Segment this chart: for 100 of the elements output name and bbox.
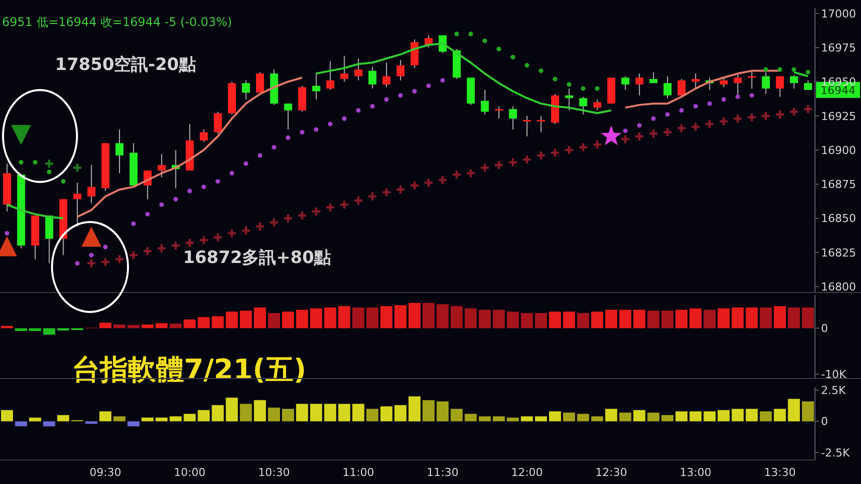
bar: [338, 404, 350, 422]
point: [718, 116, 729, 126]
point: [749, 93, 754, 98]
candlestick: [214, 111, 222, 134]
y-tick-label: 17000: [821, 7, 856, 20]
point: [187, 188, 192, 194]
point: [282, 213, 294, 224]
point: [46, 170, 52, 174]
point: [679, 108, 684, 113]
candlestick: [242, 80, 250, 100]
point: [300, 130, 304, 135]
bar: [43, 421, 56, 426]
annotation: 17850空訊-20點: [55, 55, 196, 75]
candlestick: [354, 58, 362, 81]
point: [142, 246, 153, 256]
point: [760, 110, 771, 121]
bar: [198, 410, 210, 422]
x-tick-label: 10:00: [174, 466, 206, 479]
bar: [690, 308, 702, 328]
x-tick-label: 10:30: [258, 466, 290, 479]
bar: [57, 415, 70, 422]
point: [216, 179, 220, 184]
y-tick-label: 2.5K: [821, 384, 846, 398]
point: [538, 68, 544, 74]
bar: [464, 308, 477, 328]
bar: [296, 404, 308, 422]
candlestick: [312, 73, 320, 100]
bar: [113, 324, 126, 328]
point: [114, 254, 125, 264]
bar: [254, 307, 266, 328]
point: [226, 228, 237, 238]
bar: [732, 307, 744, 328]
bar: [338, 306, 350, 328]
point: [268, 217, 280, 228]
x-tick-label: 12:00: [511, 466, 543, 479]
bar: [113, 416, 126, 422]
candlestick: [410, 38, 419, 69]
bar: [184, 319, 196, 328]
bar: [1, 410, 13, 422]
point: [381, 187, 392, 198]
y-tick-label: 0: [821, 415, 828, 428]
candlestick: [579, 96, 588, 115]
candlestick: [776, 76, 784, 98]
candlestick: [340, 55, 348, 82]
bar: [802, 401, 814, 422]
y-tick-label: 16875: [821, 178, 856, 192]
bar: [99, 322, 112, 328]
candlestick: [87, 164, 96, 204]
bar: [156, 418, 168, 422]
bar: [506, 418, 519, 422]
bar: [127, 421, 140, 426]
candlestick: [748, 70, 756, 90]
y-tick-label: 16975: [821, 42, 856, 54]
point: [594, 86, 600, 91]
point: [173, 196, 178, 202]
point: [707, 101, 712, 106]
point: [370, 104, 375, 109]
bar: [732, 408, 744, 422]
bar: [184, 414, 196, 422]
bar: [478, 310, 491, 328]
point: [170, 240, 181, 251]
point: [311, 206, 322, 217]
candlestick: [664, 76, 672, 99]
point: [494, 160, 504, 170]
y-tick-label: -10K: [821, 368, 847, 382]
x-tick-label: 13:00: [680, 466, 712, 479]
point: [550, 148, 560, 158]
bar: [591, 312, 604, 328]
point: [623, 128, 628, 134]
bar: [282, 408, 294, 422]
point: [746, 112, 757, 122]
candlestick: [158, 154, 166, 178]
candlestick: [635, 73, 644, 96]
bar: [240, 310, 252, 328]
point: [732, 113, 743, 124]
bar: [746, 307, 758, 328]
y-tick-label: 16850: [821, 212, 856, 226]
bar: [240, 404, 252, 422]
bar: [563, 412, 576, 422]
point: [342, 116, 347, 121]
bar: [310, 308, 322, 328]
bar: [450, 408, 463, 422]
bar: [422, 400, 435, 422]
point: [328, 122, 333, 126]
point: [212, 232, 223, 242]
annotation: 16872多訊+80點: [183, 248, 332, 268]
point: [774, 109, 785, 120]
point: [600, 125, 622, 146]
point: [339, 200, 350, 210]
point: [452, 169, 462, 180]
point: [704, 118, 715, 130]
point: [297, 210, 308, 221]
bar: [661, 310, 674, 328]
bar: [324, 404, 336, 422]
point: [634, 131, 644, 142]
bar: [549, 312, 562, 328]
bar: [29, 418, 42, 422]
point: [524, 63, 530, 68]
bar: [366, 408, 378, 422]
candlestick: [382, 62, 390, 88]
